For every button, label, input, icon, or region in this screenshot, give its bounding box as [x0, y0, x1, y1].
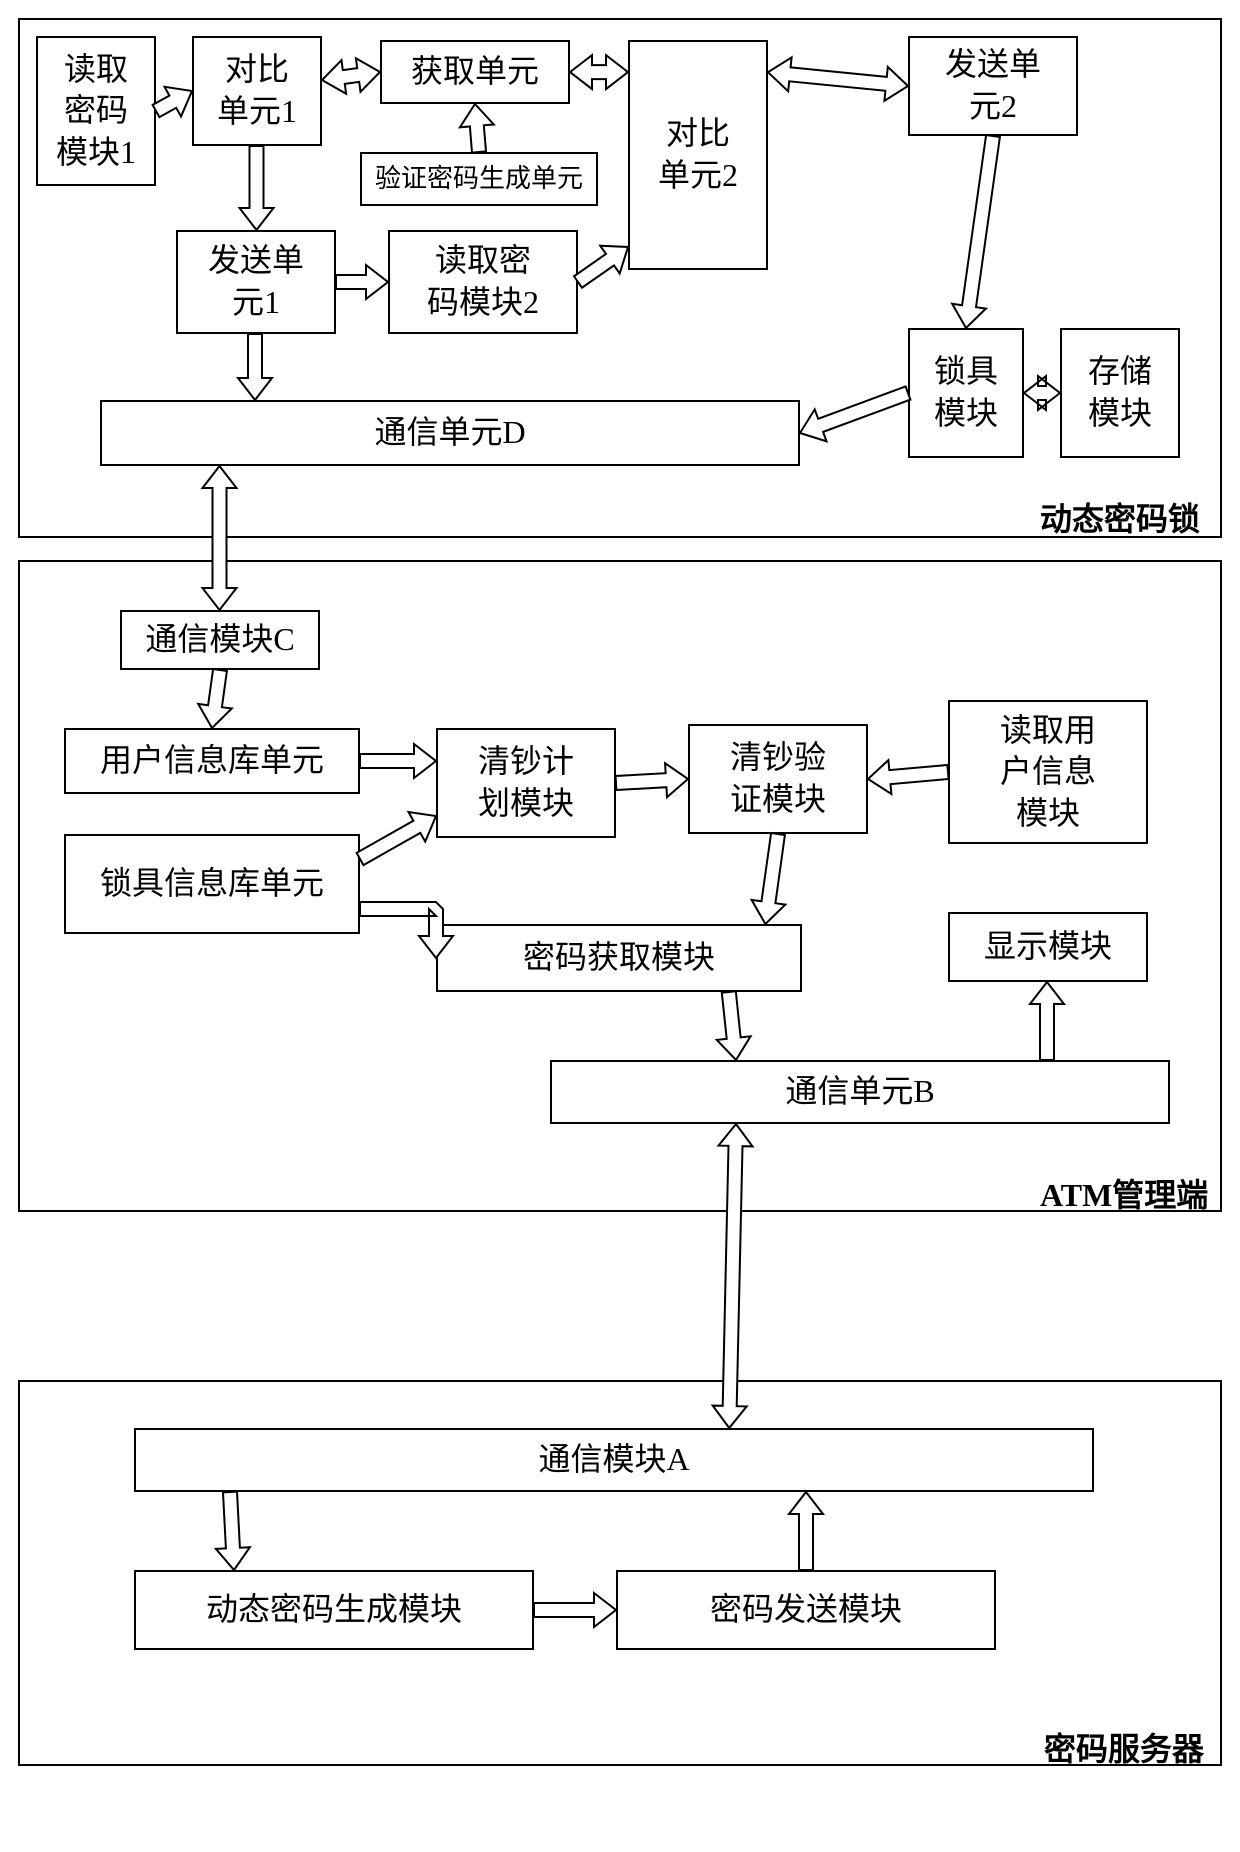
box-b_obtain: 获取单元	[380, 40, 570, 104]
box-b_commD: 通信单元D	[100, 400, 800, 466]
box-b_locklib: 锁具信息库单元	[64, 834, 360, 934]
box-b_verifygen: 验证密码生成单元	[360, 152, 598, 206]
box-b_compare2: 对比单元2	[628, 40, 768, 270]
box-b_dynpwd: 动态密码生成模块	[134, 1570, 534, 1650]
box-b_readpwd2: 读取密码模块2	[388, 230, 578, 334]
box-b_pwdsend: 密码发送模块	[616, 1570, 996, 1650]
box-b_commA: 通信模块A	[134, 1428, 1094, 1492]
box-b_send1: 发送单元1	[176, 230, 336, 334]
box-b_send2: 发送单元2	[908, 36, 1078, 136]
box-b_readpwd1: 读取密码模块1	[36, 36, 156, 186]
panel-label-p1: 动态密码锁	[1040, 494, 1200, 540]
box-b_readuser: 读取用户信息模块	[948, 700, 1148, 844]
panel-label-p3: 密码服务器	[1044, 1724, 1204, 1770]
box-b_commB: 通信单元B	[550, 1060, 1170, 1124]
diagram-canvas: 动态密码锁 ATM管理端密码服务器 读取密码模块1 对比单元1 获取单元验证密码生成单元…	[0, 0, 1240, 1852]
box-b_pwdget: 密码获取模块	[436, 924, 802, 992]
box-b_store: 存储模块	[1060, 328, 1180, 458]
box-b_display: 显示模块	[948, 912, 1148, 982]
box-b_compare1: 对比单元1	[192, 36, 322, 146]
box-b_lock: 锁具模块	[908, 328, 1024, 458]
box-b_userlib: 用户信息库单元	[64, 728, 360, 794]
box-b_commC: 通信模块C	[120, 610, 320, 670]
box-b_clearverify: 清钞验证模块	[688, 724, 868, 834]
panel-label-p2: ATM管理端	[1040, 1170, 1208, 1216]
box-b_clearplan: 清钞计划模块	[436, 728, 616, 838]
